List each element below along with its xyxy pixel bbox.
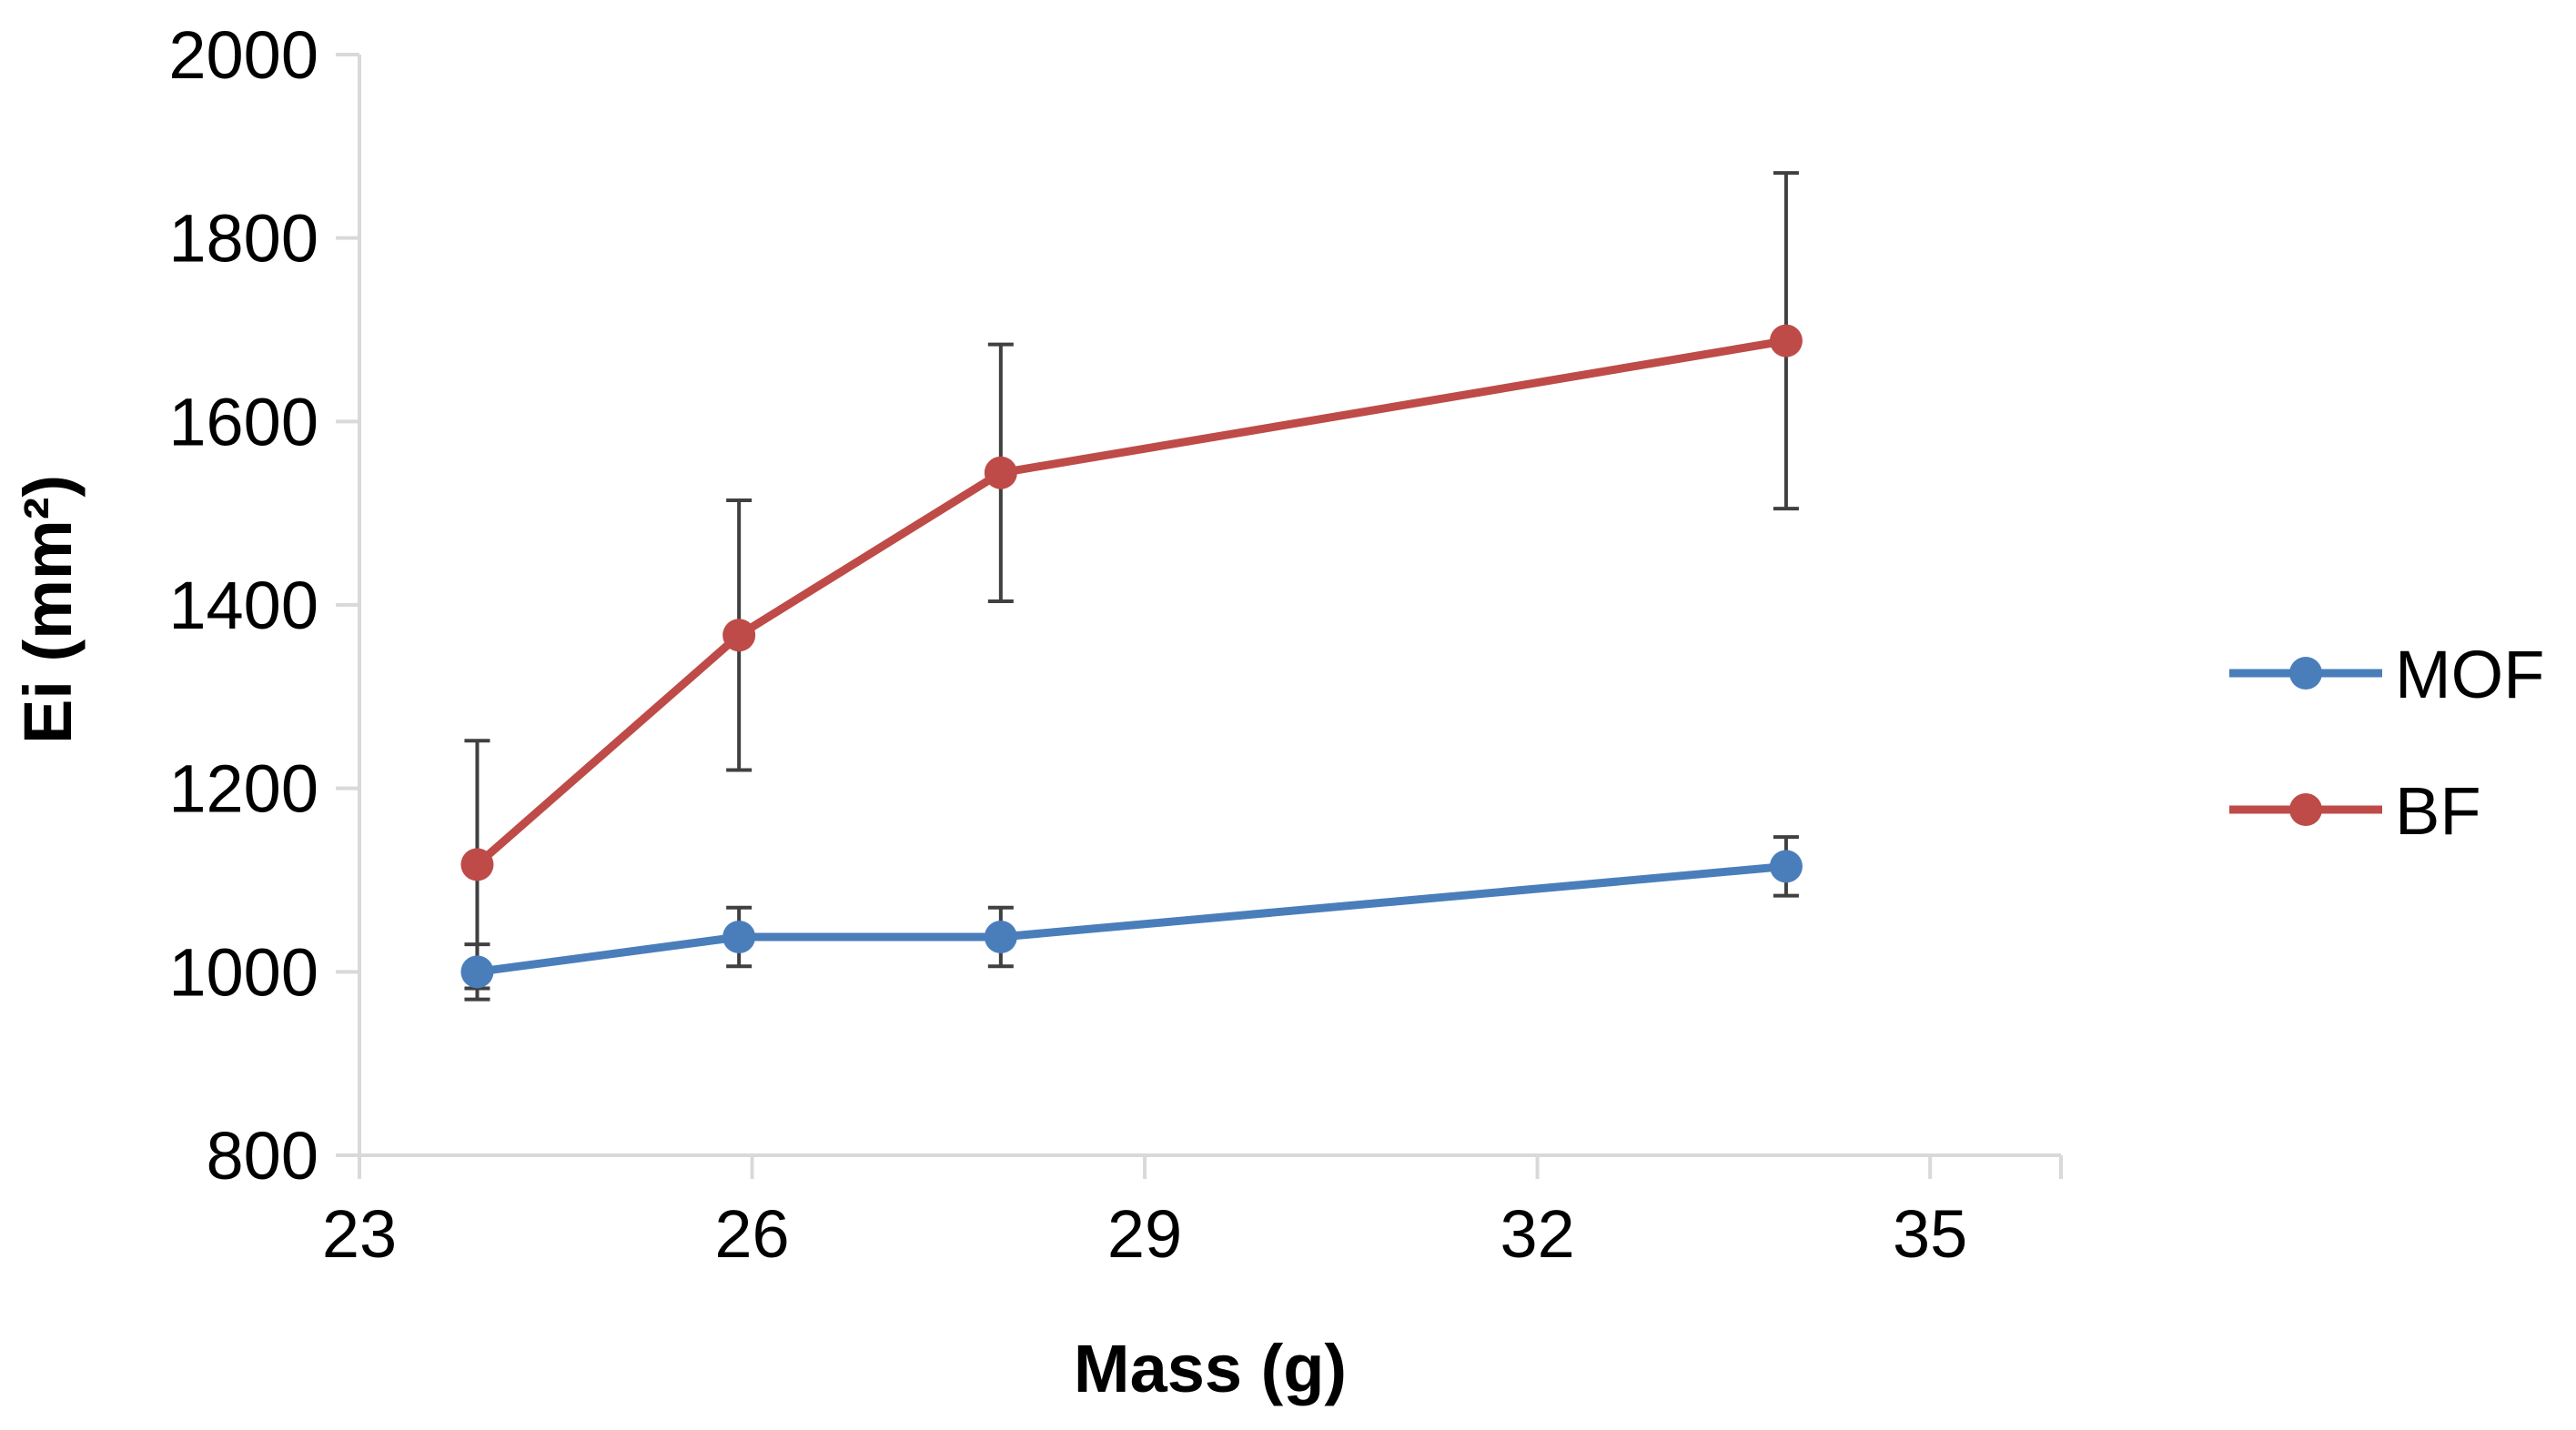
- y-axis-title: Ei (mm²): [10, 475, 86, 744]
- mof-data-point: [722, 921, 756, 954]
- y-tick-label: 1400: [168, 568, 318, 643]
- mof-data-point: [984, 921, 1017, 954]
- legend-item-bf: BF: [2229, 773, 2481, 849]
- legend-item-mof: MOF: [2229, 637, 2544, 712]
- legend-marker-bf: [2289, 793, 2322, 826]
- bf-data-point: [1769, 324, 1803, 358]
- x-tick-label: 23: [322, 1196, 397, 1272]
- bf-data-point: [722, 619, 756, 652]
- legend-label-mof: MOF: [2395, 637, 2544, 712]
- x-tick-label: 32: [1500, 1196, 1574, 1272]
- bf-series-line: [474, 337, 1787, 868]
- mof-data-point: [1769, 850, 1803, 883]
- bf-data-point: [984, 456, 1017, 489]
- y-tick-label: 800: [207, 1118, 318, 1193]
- bf-data-point: [460, 848, 494, 881]
- x-axis-title: Mass (g): [1074, 1331, 1347, 1406]
- y-tick-label: 1200: [168, 751, 318, 827]
- legend-marker-mof: [2289, 657, 2322, 690]
- y-tick-label: 2000: [168, 17, 318, 93]
- x-tick-label: 29: [1107, 1196, 1182, 1272]
- x-tick-label: 26: [714, 1196, 789, 1272]
- mof-series-line: [476, 861, 1787, 976]
- y-tick-label: 1800: [168, 201, 318, 277]
- y-tick-label: 1600: [168, 384, 318, 459]
- legend-label-bf: BF: [2395, 773, 2481, 849]
- x-tick-label: 35: [1893, 1196, 1967, 1272]
- mof-data-point: [460, 955, 494, 989]
- y-tick-label: 1000: [168, 934, 318, 1010]
